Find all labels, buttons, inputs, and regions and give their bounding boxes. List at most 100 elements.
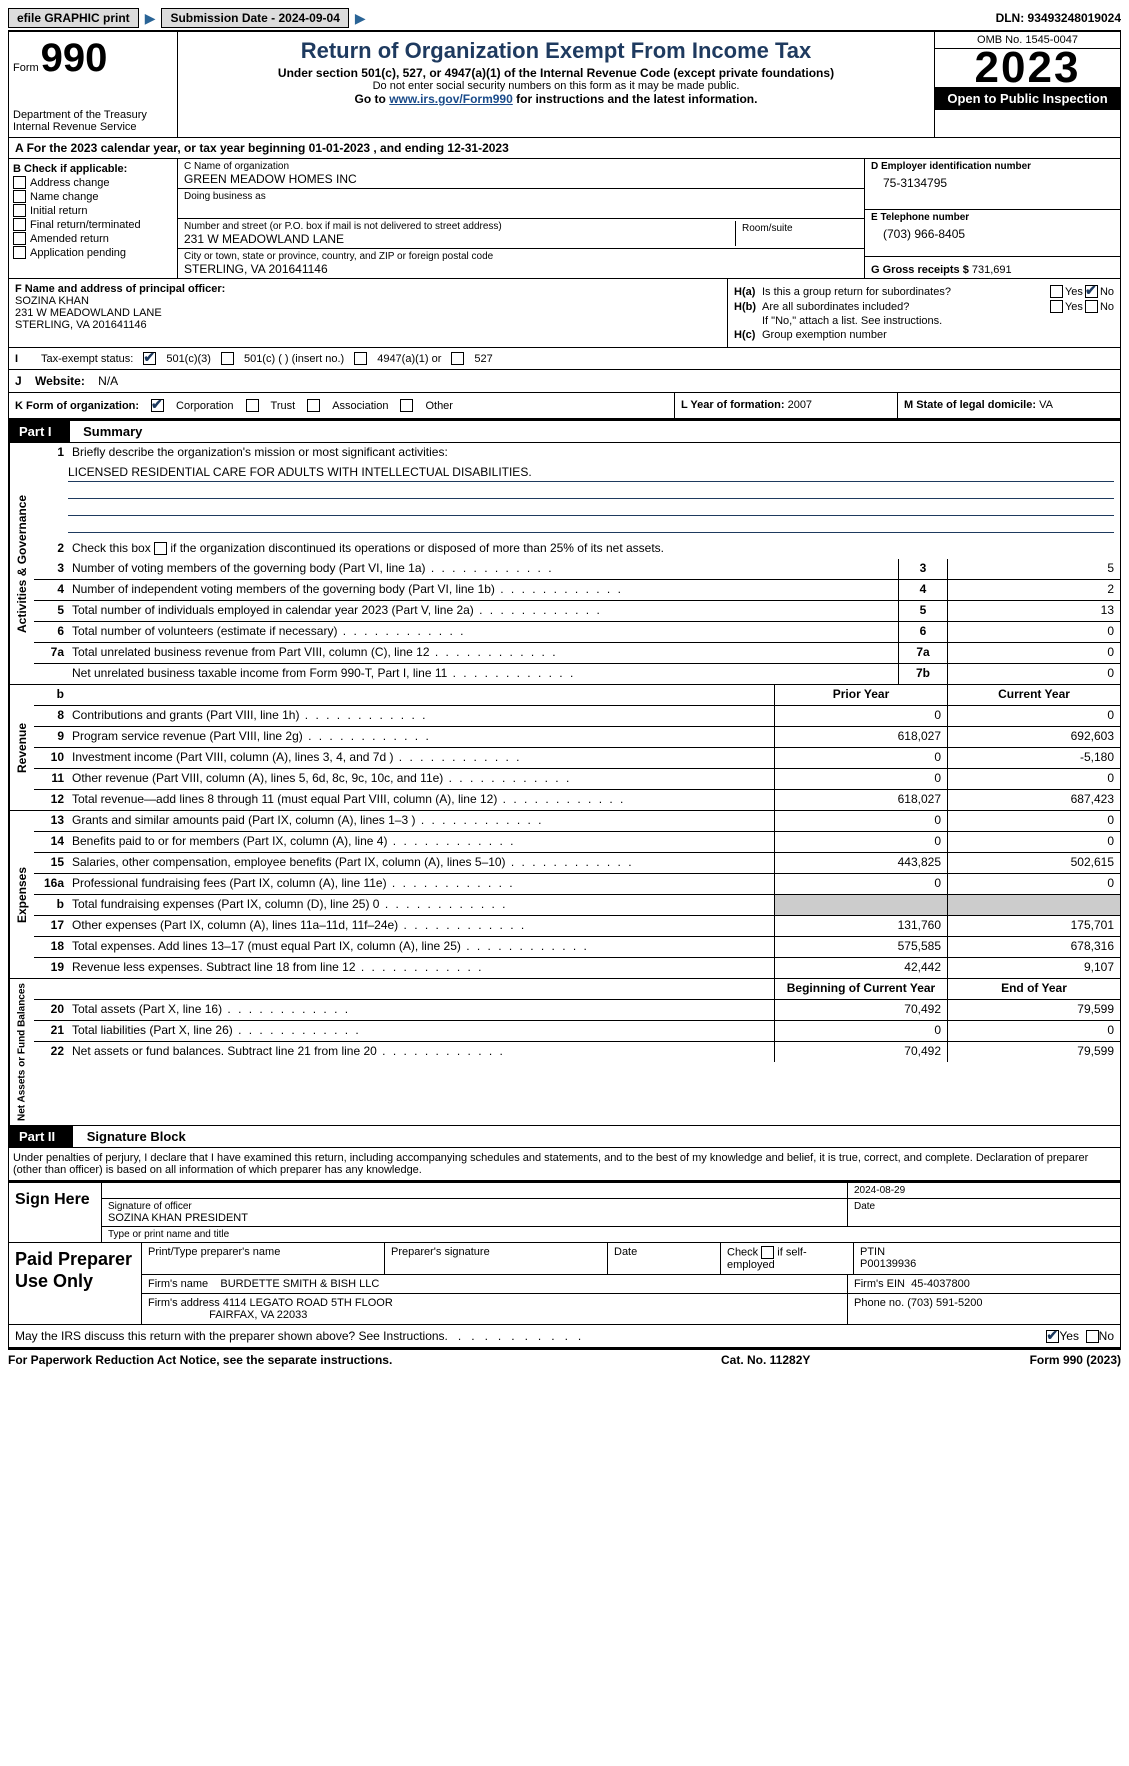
period-a-label: A xyxy=(15,141,27,155)
department: Department of the TreasuryInternal Reven… xyxy=(13,109,173,133)
summary-line: 22Net assets or fund balances. Subtract … xyxy=(34,1042,1120,1062)
arrow-icon: ▶ xyxy=(355,10,366,27)
tax-year: 2023 xyxy=(935,43,1120,93)
firm-name: BURDETTE SMITH & BISH LLC xyxy=(220,1278,379,1290)
tax-period: A For the 2023 calendar year, or tax yea… xyxy=(8,138,1121,159)
checkbox-ha-yes[interactable] xyxy=(1050,285,1063,298)
summary-line: 8Contributions and grants (Part VIII, li… xyxy=(34,706,1120,727)
checkbox-4947[interactable] xyxy=(354,352,367,365)
hb-note: If "No," attach a list. See instructions… xyxy=(734,315,1114,327)
checkbox-discuss-no[interactable] xyxy=(1086,1330,1099,1343)
summary-line: 14Benefits paid to or for members (Part … xyxy=(34,832,1120,853)
checkbox-self-employed[interactable] xyxy=(761,1246,774,1259)
officer-label: F Name and address of principal officer: xyxy=(15,283,721,295)
section-h: H(a) Is this a group return for subordin… xyxy=(728,279,1120,347)
checkbox-ha-no[interactable] xyxy=(1085,285,1098,298)
efile-button[interactable]: efile GRAPHIC print xyxy=(8,8,139,28)
officer-addr2: STERLING, VA 201641146 xyxy=(15,319,721,331)
city-label: City or town, state or province, country… xyxy=(184,251,858,262)
prep-name-label: Print/Type preparer's name xyxy=(142,1243,385,1274)
checkbox-app-pending[interactable] xyxy=(13,246,26,259)
firm-addr2: FAIRFAX, VA 22033 xyxy=(209,1309,307,1321)
phone-label: E Telephone number xyxy=(871,212,1114,223)
section-deg: D Employer identification number 75-3134… xyxy=(865,159,1120,278)
gross-label: G Gross receipts $ xyxy=(871,264,969,276)
phone: (703) 966-8405 xyxy=(871,223,1114,241)
summary-line: 16aProfessional fundraising fees (Part I… xyxy=(34,874,1120,895)
summary-line: 12Total revenue—add lines 8 through 11 (… xyxy=(34,790,1120,810)
summary-line: 4Number of independent voting members of… xyxy=(34,580,1120,601)
end-year-hdr: End of Year xyxy=(947,979,1120,999)
checkbox-501c3[interactable] xyxy=(143,352,156,365)
irs-link[interactable]: www.irs.gov/Form990 xyxy=(389,92,513,106)
checkbox-other[interactable] xyxy=(400,399,413,412)
summary-line: 13Grants and similar amounts paid (Part … xyxy=(34,811,1120,832)
summary-line: 20Total assets (Part X, line 16)70,49279… xyxy=(34,1000,1120,1021)
summary-line: 11Other revenue (Part VIII, column (A), … xyxy=(34,769,1120,790)
street-label: Number and street (or P.O. box if mail i… xyxy=(184,221,735,232)
open-inspection: Open to Public Inspection xyxy=(935,87,1120,110)
row-j: J Website: N/A xyxy=(8,370,1121,393)
sig-officer-label: Signature of officer xyxy=(108,1201,841,1212)
checkbox-name-change[interactable] xyxy=(13,190,26,203)
mission-text: LICENSED RESIDENTIAL CARE FOR ADULTS WIT… xyxy=(68,465,1114,482)
checkbox-501c[interactable] xyxy=(221,352,234,365)
top-bar: efile GRAPHIC print ▶ Submission Date - … xyxy=(8,8,1121,28)
checkbox-discuss-yes[interactable] xyxy=(1046,1330,1059,1343)
checkbox-initial-return[interactable] xyxy=(13,204,26,217)
summary-line: 9Program service revenue (Part VIII, lin… xyxy=(34,727,1120,748)
officer-name: SOZINA KHAN xyxy=(15,295,721,307)
side-label-net: Net Assets or Fund Balances xyxy=(9,979,34,1125)
ein: 75-3134795 xyxy=(871,172,1114,190)
summary-line: 6Total number of volunteers (estimate if… xyxy=(34,622,1120,643)
checkbox-assoc[interactable] xyxy=(307,399,320,412)
expenses-section: Expenses 13Grants and similar amounts pa… xyxy=(8,810,1121,978)
row-fh: F Name and address of principal officer:… xyxy=(8,279,1121,348)
part1-header: Part I Summary xyxy=(8,419,1121,443)
checkbox-amended[interactable] xyxy=(13,232,26,245)
checkbox-corp[interactable] xyxy=(151,399,164,412)
checkbox-final-return[interactable] xyxy=(13,218,26,231)
ssn-note: Do not enter social security numbers on … xyxy=(182,80,930,92)
row-i: I Tax-exempt status: 501(c)(3) 501(c) ( … xyxy=(8,348,1121,370)
date-label: Date xyxy=(848,1199,1120,1226)
pra-notice: For Paperwork Reduction Act Notice, see … xyxy=(8,1353,721,1367)
current-year-hdr: Current Year xyxy=(947,685,1120,705)
side-label-expenses: Expenses xyxy=(9,811,34,978)
summary-line: 18Total expenses. Add lines 13–17 (must … xyxy=(34,937,1120,958)
checkbox-hb-no[interactable] xyxy=(1085,300,1098,313)
prep-date-label: Date xyxy=(608,1243,721,1274)
officer-addr1: 231 W MEADOWLAND LANE xyxy=(15,307,721,319)
arrow-icon: ▶ xyxy=(145,10,156,27)
b-label: B Check if applicable: xyxy=(13,163,173,175)
org-name-label: C Name of organization xyxy=(184,161,858,172)
website-label: Website: xyxy=(35,374,85,388)
row-bcdeg: B Check if applicable: Address change Na… xyxy=(8,159,1121,279)
checkbox-discontinued[interactable] xyxy=(154,542,167,555)
net-assets-section: Net Assets or Fund Balances Beginning of… xyxy=(8,978,1121,1126)
checkbox-527[interactable] xyxy=(451,352,464,365)
line2-desc: Check this box if the organization disco… xyxy=(68,539,1120,559)
dln: DLN: 93493248019024 xyxy=(996,11,1121,25)
website: N/A xyxy=(98,374,118,388)
firm-addr1: 4114 LEGATO ROAD 5TH FLOOR xyxy=(223,1297,393,1309)
sign-date: 2024-08-29 xyxy=(848,1183,1120,1198)
form-footer: Form 990 (2023) xyxy=(941,1353,1121,1367)
checkbox-hb-yes[interactable] xyxy=(1050,300,1063,313)
paid-preparer-label: Paid Preparer Use Only xyxy=(9,1243,142,1324)
state-domicile: VA xyxy=(1039,399,1053,411)
gross-receipts: 731,691 xyxy=(972,264,1012,276)
line1-desc: Briefly describe the organization's miss… xyxy=(68,443,1120,463)
subtitle: Under section 501(c), 527, or 4947(a)(1)… xyxy=(182,66,930,80)
section-b: B Check if applicable: Address change Na… xyxy=(9,159,178,278)
checkbox-trust[interactable] xyxy=(246,399,259,412)
sign-here-label: Sign Here xyxy=(9,1183,102,1242)
type-name-label: Type or print name and title xyxy=(102,1227,1120,1242)
ptin: P00139936 xyxy=(860,1258,916,1270)
perjury-statement: Under penalties of perjury, I declare th… xyxy=(8,1148,1121,1181)
begin-year-hdr: Beginning of Current Year xyxy=(774,979,947,999)
submission-date: Submission Date - 2024-09-04 xyxy=(161,8,348,28)
checkbox-address-change[interactable] xyxy=(13,176,26,189)
self-employed-check: Check if self-employed xyxy=(721,1243,854,1274)
form-label: Form xyxy=(13,62,39,74)
